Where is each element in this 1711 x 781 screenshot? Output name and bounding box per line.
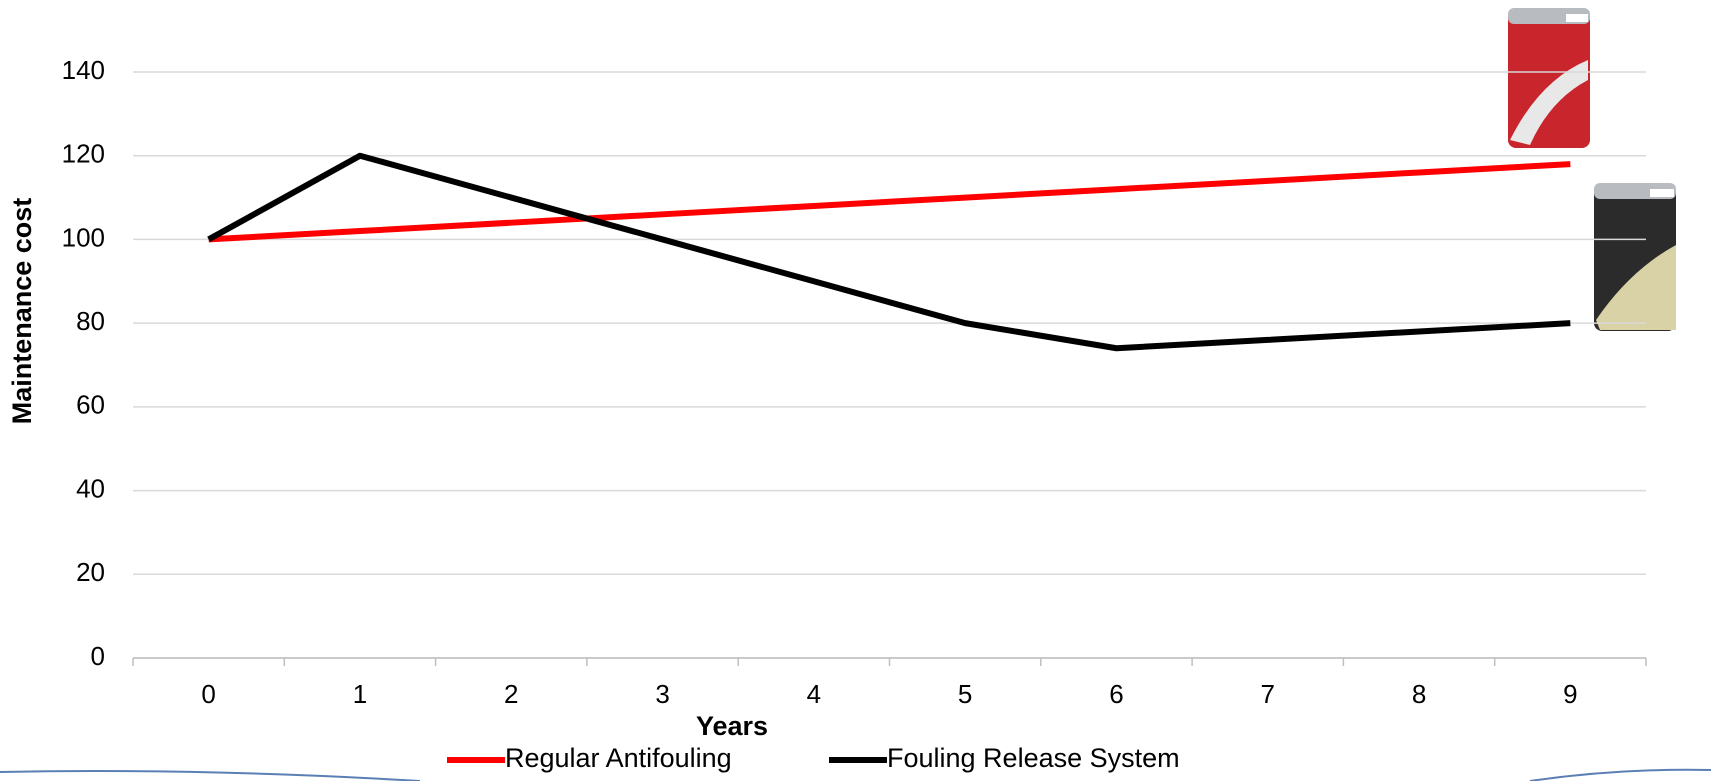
- x-tick-label: 4: [807, 679, 821, 709]
- x-tick-label: 5: [958, 679, 972, 709]
- series-line: [209, 156, 1571, 349]
- page: {"chart_data": {"type": "line", "x_label…: [0, 0, 1711, 781]
- product-can-dark: [1594, 183, 1676, 331]
- x-tick-label: 6: [1109, 679, 1123, 709]
- x-tick-label: 8: [1412, 679, 1426, 709]
- x-tick-label: 2: [504, 679, 518, 709]
- y-tick-label: 100: [62, 222, 105, 252]
- y-tick-label: 20: [76, 557, 105, 587]
- x-tick-label: 1: [353, 679, 367, 709]
- y-tick-label: 140: [62, 55, 105, 85]
- y-axis-title: Maintenance cost: [7, 198, 37, 425]
- legend-label: Regular Antifouling: [505, 743, 732, 773]
- y-tick-label: 120: [62, 139, 105, 169]
- product-can-red: [1508, 8, 1590, 148]
- decoration: [0, 770, 1711, 781]
- x-tick-label: 7: [1261, 679, 1275, 709]
- y-tick-label: 80: [76, 306, 105, 336]
- x-axis-title: Years: [696, 711, 768, 741]
- legend-label: Fouling Release System: [887, 743, 1180, 773]
- x-tick-label: 0: [201, 679, 215, 709]
- y-tick-label: 60: [76, 390, 105, 420]
- y-tick-label: 40: [76, 473, 105, 503]
- x-tick-label: 3: [655, 679, 669, 709]
- y-tick-label: 0: [91, 641, 105, 671]
- x-tick-label: 9: [1563, 679, 1577, 709]
- series-line: [209, 164, 1571, 239]
- chart: Years Maintenance cost 02040608010012014…: [0, 0, 1711, 781]
